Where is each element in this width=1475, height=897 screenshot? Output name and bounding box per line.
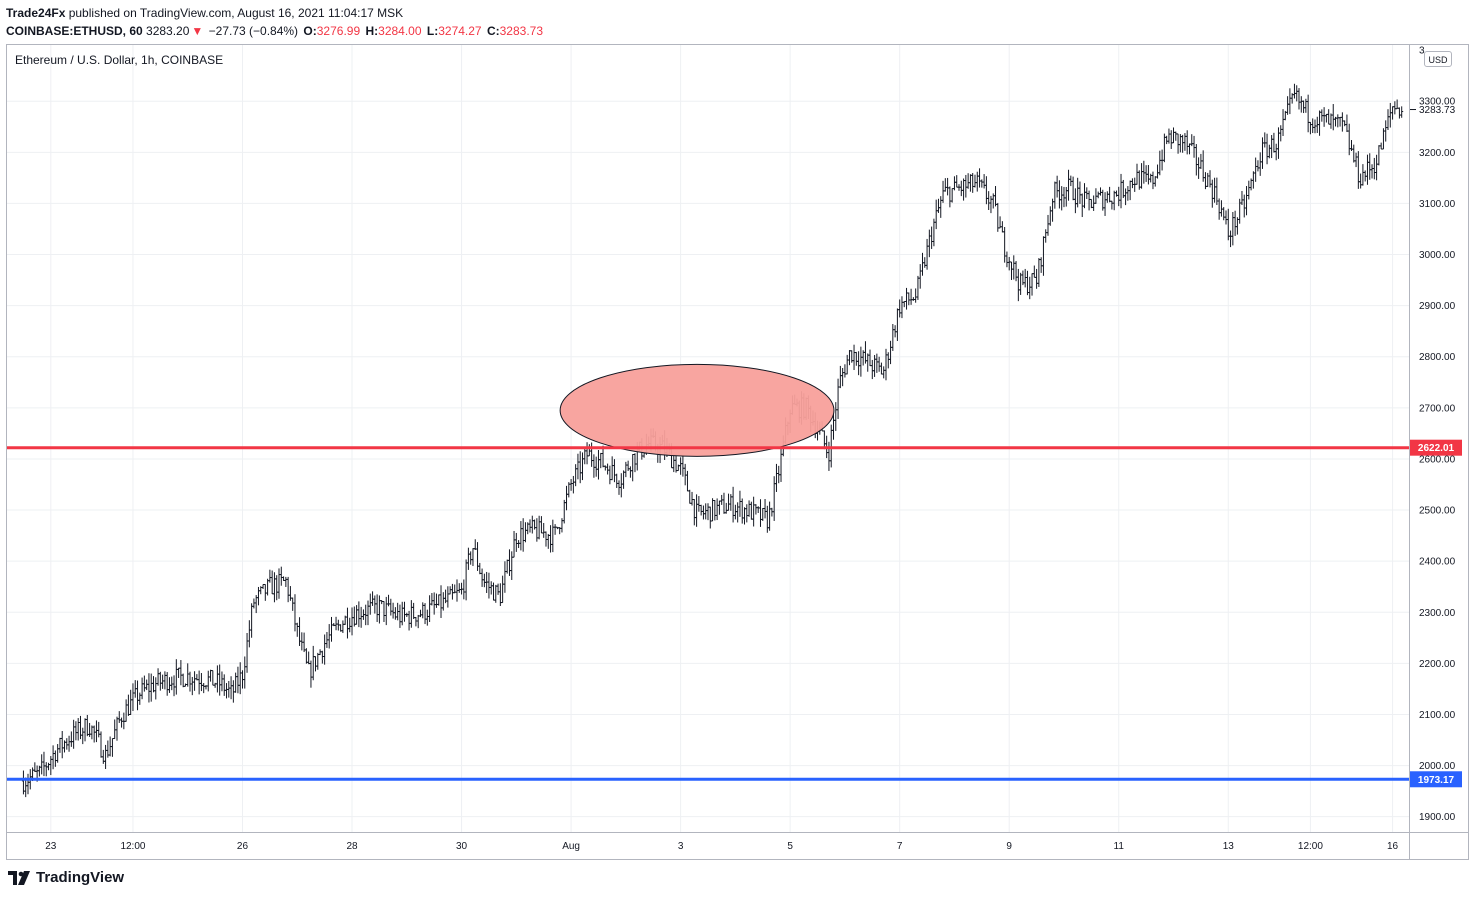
- price-tick-label: 2200.00: [1419, 659, 1456, 670]
- price-tick-label: 2100.00: [1419, 710, 1456, 721]
- publish-info: published on TradingView.com, August 16,…: [65, 6, 404, 20]
- price-tick-label: 2300.00: [1419, 608, 1456, 619]
- publish-line: Trade24Fx published on TradingView.com, …: [6, 4, 545, 22]
- low-label: L:: [426, 24, 439, 38]
- close-value: 3283.73: [499, 24, 544, 38]
- highlight-ellipse: [559, 363, 835, 457]
- tradingview-logo-icon: [8, 870, 30, 885]
- tradingview-logo[interactable]: TradingView: [8, 869, 124, 886]
- close-label: C:: [486, 24, 500, 38]
- time-axis: 23 12:00 26 28 30 Aug 3 5 7 9 11 13 12:00 16: [7, 832, 1469, 852]
- time-tick-label: Aug: [562, 841, 580, 852]
- level-price-tag: [1410, 771, 1462, 788]
- time-tick-label: 16: [1387, 841, 1399, 852]
- brand-name: TradingView: [36, 869, 125, 886]
- chart-header: Trade24Fx published on TradingView.com, …: [6, 4, 545, 40]
- price-tick-label: 3300.00: [1419, 97, 1456, 108]
- open-value: 3276.99: [316, 24, 361, 38]
- last-price-label: 3283.73: [1419, 105, 1456, 116]
- time-tick-label: 12:00: [120, 841, 145, 852]
- symbol-label: COINBASE:ETHUSD, 60: [6, 24, 143, 38]
- time-tick-label: 28: [346, 841, 358, 852]
- down-arrow-icon: ▼: [191, 24, 204, 38]
- price-tick-label: 3200.00: [1419, 148, 1456, 159]
- low-value: 3274.27: [438, 24, 482, 38]
- level-price-tag: [1410, 439, 1462, 456]
- time-tick-label: 13: [1223, 841, 1235, 852]
- series-legend: Ethereum / U.S. Dollar, 1h, COINBASE: [15, 53, 224, 67]
- level-price-label: 2622.01: [1418, 443, 1455, 454]
- price-tick-label: 2400.00: [1419, 557, 1456, 568]
- high-value: 3284.00: [378, 24, 422, 38]
- time-tick-label: 3: [678, 841, 684, 852]
- time-tick-label: 23: [45, 841, 57, 852]
- price-tick-label: 2900.00: [1419, 301, 1456, 312]
- currency-badge[interactable]: USD: [1424, 51, 1452, 67]
- price-tick-label: 2500.00: [1419, 506, 1456, 517]
- price-change: −27.73 (−0.84%): [208, 24, 299, 38]
- time-tick-label: 5: [787, 841, 793, 852]
- ohlc-line: COINBASE:ETHUSD, 60 3283.20 ▼ −27.73 (−0.…: [6, 22, 545, 40]
- time-tick-label: 26: [237, 841, 249, 852]
- annotations: 2622.01 1973.17 3283.73: [7, 105, 1462, 788]
- price-tick-label: 3100.00: [1419, 199, 1456, 210]
- chart-panel[interactable]: [6, 44, 1469, 860]
- last-price: 3283.20: [146, 24, 190, 38]
- time-tick-label: 11: [1114, 841, 1125, 852]
- price-tick-label: 2700.00: [1419, 403, 1456, 414]
- time-tick-label: 7: [897, 841, 903, 852]
- high-label: H:: [365, 24, 379, 38]
- level-price-label: 1973.17: [1418, 775, 1455, 786]
- price-tick-label: 3: [1419, 46, 1425, 57]
- price-tick-label: 2800.00: [1419, 352, 1456, 363]
- price-tick-label: 1900.00: [1419, 812, 1456, 823]
- price-axis: 1900.00 2000.00 2100.00 2200.00 2300.00 2400.…: [1409, 45, 1456, 859]
- time-tick-label: 30: [456, 841, 468, 852]
- price-tick-label: 2600.00: [1419, 454, 1456, 465]
- open-label: O:: [303, 24, 317, 38]
- price-tick-label: 2000.00: [1419, 761, 1456, 772]
- time-tick-label: 9: [1006, 841, 1012, 852]
- price-tick-label: 3000.00: [1419, 250, 1456, 261]
- time-tick-label: 12:00: [1298, 841, 1323, 852]
- author-name[interactable]: Trade24Fx: [6, 6, 66, 20]
